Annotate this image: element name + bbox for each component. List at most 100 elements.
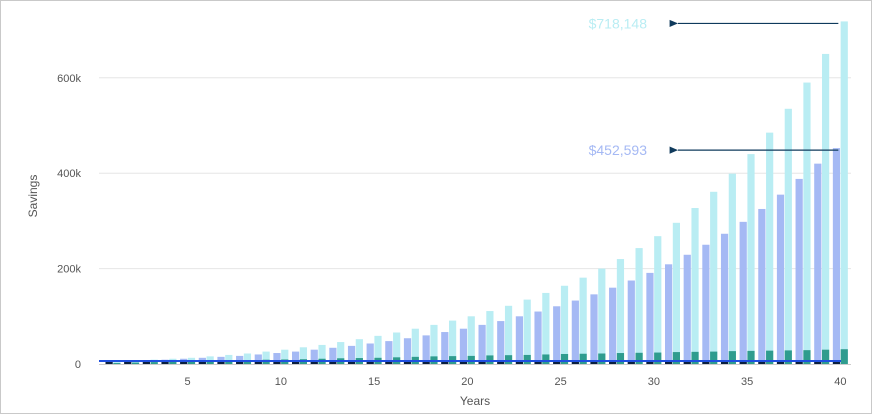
bar-growth bbox=[609, 287, 617, 364]
bar-contribution bbox=[113, 363, 121, 364]
bar-initial bbox=[329, 361, 337, 364]
bar-contribution bbox=[169, 361, 177, 364]
x-tick-label: 15 bbox=[368, 376, 380, 388]
bar-total bbox=[504, 305, 513, 364]
bar-growth bbox=[366, 343, 374, 364]
bar-total bbox=[523, 299, 531, 364]
bar-growth bbox=[739, 221, 747, 364]
bar-initial bbox=[273, 361, 281, 364]
bar-initial bbox=[142, 361, 150, 364]
bar-growth bbox=[571, 300, 579, 364]
bar-contribution bbox=[523, 354, 531, 364]
bar-growth bbox=[459, 328, 468, 364]
bar-initial bbox=[814, 361, 822, 364]
bar-contribution bbox=[542, 354, 550, 364]
bar-growth bbox=[534, 311, 542, 364]
bar-contribution bbox=[579, 353, 587, 364]
bar-initial bbox=[347, 361, 356, 364]
bar-total bbox=[113, 361, 121, 364]
bar-contribution bbox=[672, 352, 680, 364]
bar-contribution bbox=[728, 351, 736, 364]
bar-total bbox=[467, 316, 475, 364]
bar-growth bbox=[497, 321, 505, 364]
bar-total bbox=[803, 82, 811, 365]
bar-total bbox=[728, 173, 736, 364]
bar-contribution bbox=[654, 352, 662, 364]
bar-initial bbox=[515, 361, 523, 364]
bar-growth bbox=[702, 244, 710, 364]
bar-initial bbox=[720, 361, 729, 364]
bar-initial bbox=[553, 361, 561, 364]
bar-contribution bbox=[243, 360, 252, 364]
bar-initial bbox=[180, 361, 188, 364]
bar-contribution bbox=[691, 351, 699, 364]
bar-contribution bbox=[225, 360, 233, 364]
bar-contribution bbox=[635, 352, 643, 364]
baseline-strip bbox=[99, 360, 841, 362]
bar-contribution bbox=[486, 355, 494, 364]
bar-initial bbox=[665, 361, 673, 364]
bar-contribution bbox=[616, 353, 625, 364]
y-tick-label: 0 bbox=[75, 359, 81, 371]
y-axis-title: Savings bbox=[26, 175, 40, 218]
bar-initial bbox=[124, 361, 132, 364]
bar-initial bbox=[441, 361, 449, 364]
bar-contribution bbox=[747, 350, 755, 364]
bar-initial bbox=[459, 361, 468, 364]
bar-total bbox=[430, 324, 438, 364]
bar-contribution bbox=[187, 361, 196, 364]
bar-total bbox=[747, 154, 755, 364]
bar-initial bbox=[702, 361, 710, 364]
bar-total bbox=[822, 53, 830, 364]
bar-total bbox=[542, 292, 550, 364]
bar-growth bbox=[553, 306, 561, 364]
bar-total bbox=[691, 208, 699, 364]
bar-initial bbox=[310, 361, 318, 364]
bar-initial bbox=[758, 361, 766, 364]
bar-growth bbox=[385, 341, 393, 364]
y-tick-label: 200k bbox=[57, 264, 81, 276]
x-tick-label: 40 bbox=[834, 376, 846, 388]
bar-initial bbox=[292, 361, 300, 364]
bar-total bbox=[262, 351, 270, 364]
bar-total bbox=[318, 344, 326, 364]
annotation-label: $718,148 bbox=[589, 15, 648, 31]
y-tick-label: 600k bbox=[57, 73, 81, 85]
bar-total bbox=[281, 349, 289, 364]
bar-initial bbox=[422, 361, 430, 364]
bar-contribution bbox=[504, 355, 513, 364]
bar-contribution bbox=[150, 362, 158, 364]
bar-initial bbox=[627, 361, 635, 364]
bar-initial bbox=[366, 361, 374, 364]
bar-contribution bbox=[784, 350, 792, 364]
bar-initial bbox=[236, 361, 244, 364]
bar-initial bbox=[217, 361, 225, 364]
bar-initial bbox=[254, 361, 262, 364]
bar-total bbox=[486, 311, 494, 364]
bar-initial bbox=[161, 361, 169, 364]
bar-growth bbox=[403, 338, 412, 364]
bar-growth bbox=[758, 208, 766, 364]
bar-contribution bbox=[598, 353, 606, 364]
x-tick-label: 25 bbox=[554, 376, 566, 388]
bar-initial bbox=[646, 361, 654, 364]
bar-contribution bbox=[206, 361, 214, 364]
bar-total bbox=[635, 248, 643, 364]
bar-growth bbox=[776, 194, 785, 364]
bar-initial bbox=[776, 361, 785, 364]
bar-initial bbox=[198, 361, 206, 364]
bar-initial bbox=[609, 361, 617, 364]
x-tick-label: 20 bbox=[461, 376, 473, 388]
bar-initial bbox=[534, 361, 542, 364]
bar-initial bbox=[795, 361, 803, 364]
bar-contribution bbox=[766, 350, 774, 364]
bar-total bbox=[243, 353, 252, 364]
bar-initial bbox=[497, 361, 505, 364]
bar-total bbox=[598, 268, 606, 364]
bar-initial bbox=[571, 361, 579, 364]
bar-contribution bbox=[710, 351, 718, 364]
bar-total bbox=[784, 108, 792, 364]
bar-growth bbox=[422, 335, 430, 364]
bar-initial bbox=[683, 361, 691, 364]
bar-growth bbox=[795, 178, 803, 364]
